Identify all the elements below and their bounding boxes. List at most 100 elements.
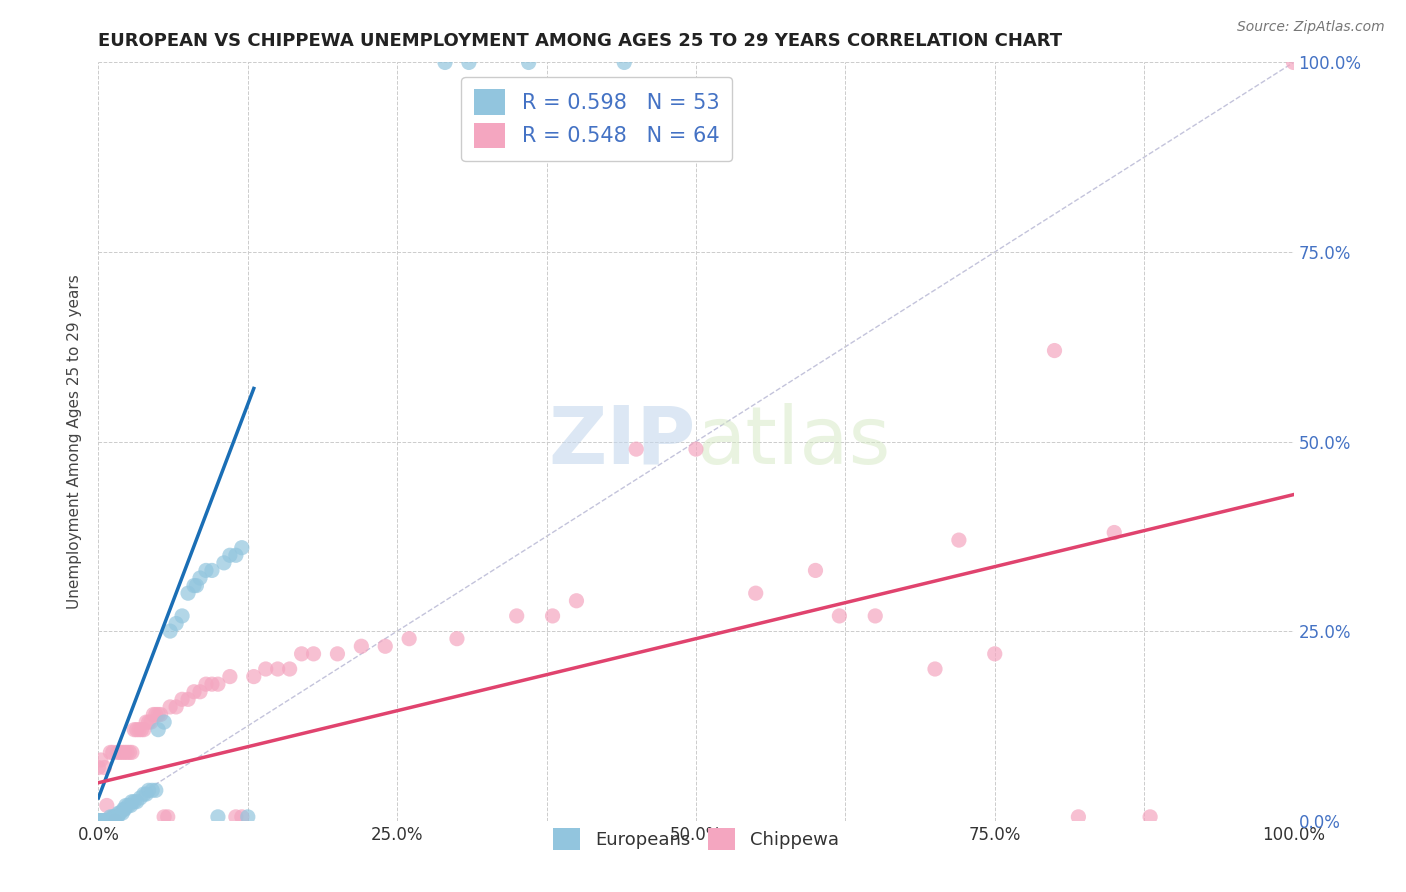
Point (101, 746, 124, 760)
Point (90, 753, 112, 767)
Point (104, 810, 127, 824)
Point (107, 806, 129, 821)
Point (177, 586, 200, 600)
Point (159, 624, 181, 639)
Point (613, 55, 636, 70)
Point (124, 795, 146, 809)
Point (125, 795, 148, 809)
Point (114, 746, 136, 760)
Point (145, 707, 167, 722)
Point (201, 677, 224, 691)
Point (225, 810, 247, 824)
Point (145, 783, 167, 797)
Point (267, 662, 290, 676)
Point (685, 442, 707, 457)
Point (148, 707, 170, 722)
Point (89, 814, 111, 828)
Point (124, 723, 146, 737)
Point (93, 814, 115, 828)
Point (984, 647, 1007, 661)
Point (231, 541, 253, 555)
Point (139, 715, 162, 730)
Point (96, 798, 118, 813)
Point (207, 810, 229, 824)
Point (128, 723, 150, 737)
Point (326, 647, 349, 661)
Point (243, 669, 266, 683)
Point (87, 814, 110, 828)
Point (172, 692, 194, 706)
Point (745, 586, 768, 600)
Point (112, 802, 135, 816)
Point (104, 814, 127, 828)
Point (207, 677, 229, 691)
Point (156, 810, 179, 824)
Point (1139, 810, 1161, 824)
Point (1282, 55, 1305, 70)
Point (434, 55, 457, 70)
Point (131, 723, 153, 737)
Text: atlas: atlas (696, 402, 890, 481)
Point (90, 814, 112, 828)
Point (121, 795, 143, 809)
Point (165, 699, 187, 714)
Point (225, 548, 247, 563)
Point (188, 571, 211, 585)
Point (148, 723, 170, 737)
Point (98, 810, 122, 824)
Point (141, 783, 163, 797)
Point (183, 579, 205, 593)
Point (804, 564, 827, 578)
Point (138, 783, 160, 797)
Point (506, 608, 529, 623)
Point (135, 715, 157, 730)
Text: Source: ZipAtlas.com: Source: ZipAtlas.com (1237, 20, 1385, 34)
Point (153, 715, 176, 730)
Point (115, 798, 138, 813)
Point (111, 806, 134, 821)
Point (219, 548, 242, 563)
Legend: Europeans, Chippewa: Europeans, Chippewa (546, 821, 846, 857)
Point (177, 692, 200, 706)
Point (98, 746, 122, 760)
Point (105, 810, 128, 824)
Text: EUROPEAN VS CHIPPEWA UNEMPLOYMENT AMONG AGES 25 TO 29 YEARS CORRELATION CHART: EUROPEAN VS CHIPPEWA UNEMPLOYMENT AMONG … (98, 32, 1063, 50)
Point (188, 685, 211, 699)
Point (93, 760, 115, 774)
Point (1104, 525, 1126, 540)
Point (201, 564, 224, 578)
Point (219, 669, 242, 683)
Point (103, 810, 125, 824)
Point (212, 556, 235, 570)
Point (172, 608, 194, 623)
Point (186, 579, 208, 593)
Point (254, 662, 277, 676)
Point (183, 685, 205, 699)
Point (165, 616, 187, 631)
Point (350, 639, 373, 653)
Point (115, 746, 138, 760)
Point (98, 814, 121, 828)
Point (231, 810, 253, 824)
Point (114, 802, 136, 816)
Point (120, 798, 142, 813)
Point (278, 662, 301, 676)
Point (948, 533, 970, 548)
Point (541, 608, 564, 623)
Point (446, 632, 468, 646)
Point (135, 787, 157, 801)
Point (924, 662, 946, 676)
Point (98, 814, 122, 828)
Point (94, 814, 117, 828)
Point (108, 746, 131, 760)
Point (132, 787, 155, 801)
Point (91, 814, 114, 828)
Point (91, 814, 114, 828)
Point (398, 632, 420, 646)
Point (117, 798, 139, 813)
Point (97, 814, 120, 828)
Point (125, 723, 148, 737)
Point (96, 814, 118, 828)
Point (132, 723, 155, 737)
Point (626, 442, 648, 457)
